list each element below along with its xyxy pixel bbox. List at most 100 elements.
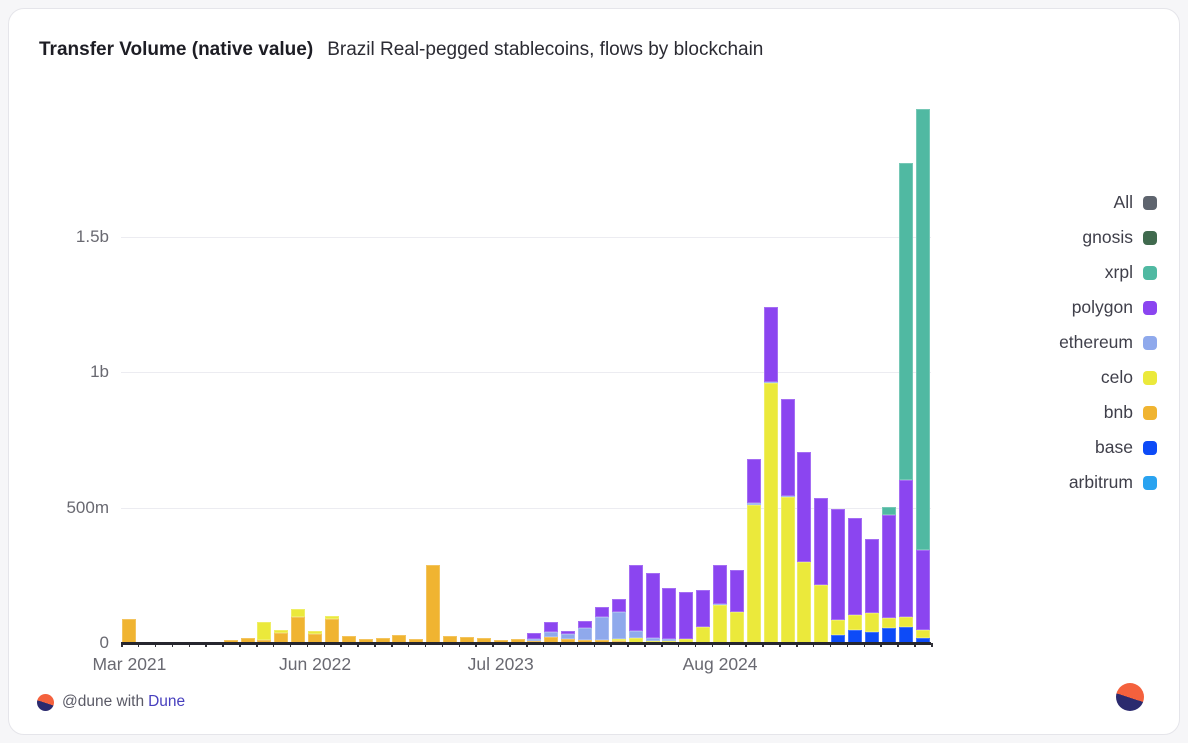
bar-segment-celo [291, 608, 306, 617]
legend-item-celo[interactable]: celo [1059, 360, 1157, 395]
legend-label: celo [1100, 367, 1133, 387]
bar-segment-celo [274, 630, 289, 633]
axis-tick [306, 643, 309, 647]
bar-segment-ethereum [746, 502, 761, 505]
bar-segment-polygon [544, 622, 559, 633]
bar-segment-celo [729, 611, 744, 643]
axis-tick [323, 643, 325, 647]
axis-tick [762, 643, 764, 647]
legend-label: arbitrum [1068, 472, 1133, 492]
bar-segment-bnb [459, 637, 474, 643]
axis-tick [171, 643, 174, 647]
legend-item-xrpl[interactable]: xrpl [1059, 255, 1157, 290]
legend-swatch-icon [1143, 230, 1157, 245]
bar-segment-bnb [510, 638, 525, 643]
legend-item-all[interactable]: All [1059, 185, 1157, 220]
bar-segment-polygon [780, 398, 795, 496]
bar-segment-base [831, 634, 846, 643]
bar-segment-ethereum [780, 495, 795, 497]
bar-segment-celo [864, 612, 879, 632]
legend-swatch-icon [1143, 265, 1157, 280]
bar-segment-bnb [308, 634, 323, 643]
bar-segment-bnb [578, 640, 593, 643]
gridline [121, 237, 931, 238]
bar-segment-celo [881, 618, 896, 629]
chart-legend: All gnosis xrpl polygon ethereum celo bnb base a… [1059, 185, 1157, 500]
bar-segment-bnb [476, 638, 491, 643]
axis-tick [441, 643, 444, 647]
bar-segment-polygon [797, 452, 812, 562]
attribution-prefix: @dune with [62, 693, 145, 710]
axis-tick [779, 643, 781, 647]
bar-segment-bnb [341, 635, 356, 643]
legend-item-arbitrum[interactable]: arbitrum [1059, 465, 1157, 500]
legend-item-bnb[interactable]: bnb [1059, 395, 1157, 430]
axis-tick [391, 643, 393, 647]
y-axis-label: 500m [66, 497, 109, 517]
axis-tick [812, 643, 815, 647]
bar-segment-polygon [561, 631, 576, 635]
axis-tick [137, 643, 140, 647]
bar-segment-bnb [223, 640, 238, 643]
x-axis-label: Jun 2022 [279, 654, 352, 674]
chart-card: Transfer Volume (native value) Brazil Rea… [8, 8, 1180, 735]
attribution: @dune with Dune [37, 693, 185, 711]
bar-segment-celo [915, 630, 930, 639]
bar-segment-celo [746, 504, 761, 643]
axis-tick [289, 643, 292, 647]
axis-tick [121, 643, 123, 647]
axis-tick [576, 643, 579, 647]
axis-tick [931, 643, 933, 647]
bar-segment-bnb [426, 564, 441, 643]
attribution-text: @dune with Dune [62, 693, 185, 711]
bar-segment-polygon [679, 591, 694, 639]
axis-tick [694, 643, 697, 647]
y-axis-label: 0 [99, 633, 109, 652]
legend-label: bnb [1103, 402, 1133, 422]
bar-segment-polygon [594, 607, 609, 617]
bar-segment-bnb [240, 638, 255, 643]
bar-segment-polygon [881, 514, 896, 619]
axis-tick [340, 643, 342, 647]
bar-segment-bnb [544, 637, 559, 643]
axis-tick [661, 643, 663, 647]
legend-item-base[interactable]: base [1059, 430, 1157, 465]
bar-segment-celo [848, 615, 863, 630]
gridline [121, 372, 931, 374]
axis-tick [374, 643, 376, 647]
bar-segment-bnb [392, 634, 407, 643]
dune-logo-icon[interactable] [1116, 683, 1144, 711]
bar-segment-bnb [409, 638, 424, 643]
dune-link[interactable]: Dune [148, 693, 186, 710]
bar-segment-base [898, 627, 913, 643]
axis-tick [711, 643, 714, 647]
legend-label: All [1113, 192, 1133, 212]
axis-tick [222, 643, 224, 647]
bar-segment-polygon [814, 497, 829, 586]
gridline [121, 507, 931, 509]
legend-swatch-icon [1143, 475, 1157, 490]
axis-tick [796, 643, 798, 647]
axis-tick [509, 643, 511, 647]
bar-segment-ethereum [713, 603, 728, 606]
bar-segment-base [848, 630, 863, 643]
bar-segment-xrpl [881, 506, 896, 515]
legend-label: polygon [1071, 297, 1133, 317]
legend-item-ethereum[interactable]: ethereum [1059, 325, 1157, 360]
bar-segment-ethereum [611, 612, 626, 640]
legend-item-gnosis[interactable]: gnosis [1059, 220, 1157, 255]
dune-logo-icon [37, 693, 54, 711]
axis-tick [458, 643, 460, 647]
axis-tick [745, 643, 747, 647]
legend-swatch-icon [1143, 335, 1157, 350]
bar-segment-polygon [645, 572, 660, 639]
x-axis-label: Mar 2021 [92, 654, 167, 674]
legend-label: ethereum [1059, 332, 1133, 352]
legend-item-polygon[interactable]: polygon [1059, 290, 1157, 325]
bar-segment-ethereum [527, 638, 542, 641]
axis-tick [357, 643, 359, 647]
bar-segment-celo [611, 639, 626, 642]
bar-segment-celo [831, 619, 846, 635]
axis-tick [677, 643, 680, 647]
legend-swatch-icon [1143, 370, 1157, 385]
